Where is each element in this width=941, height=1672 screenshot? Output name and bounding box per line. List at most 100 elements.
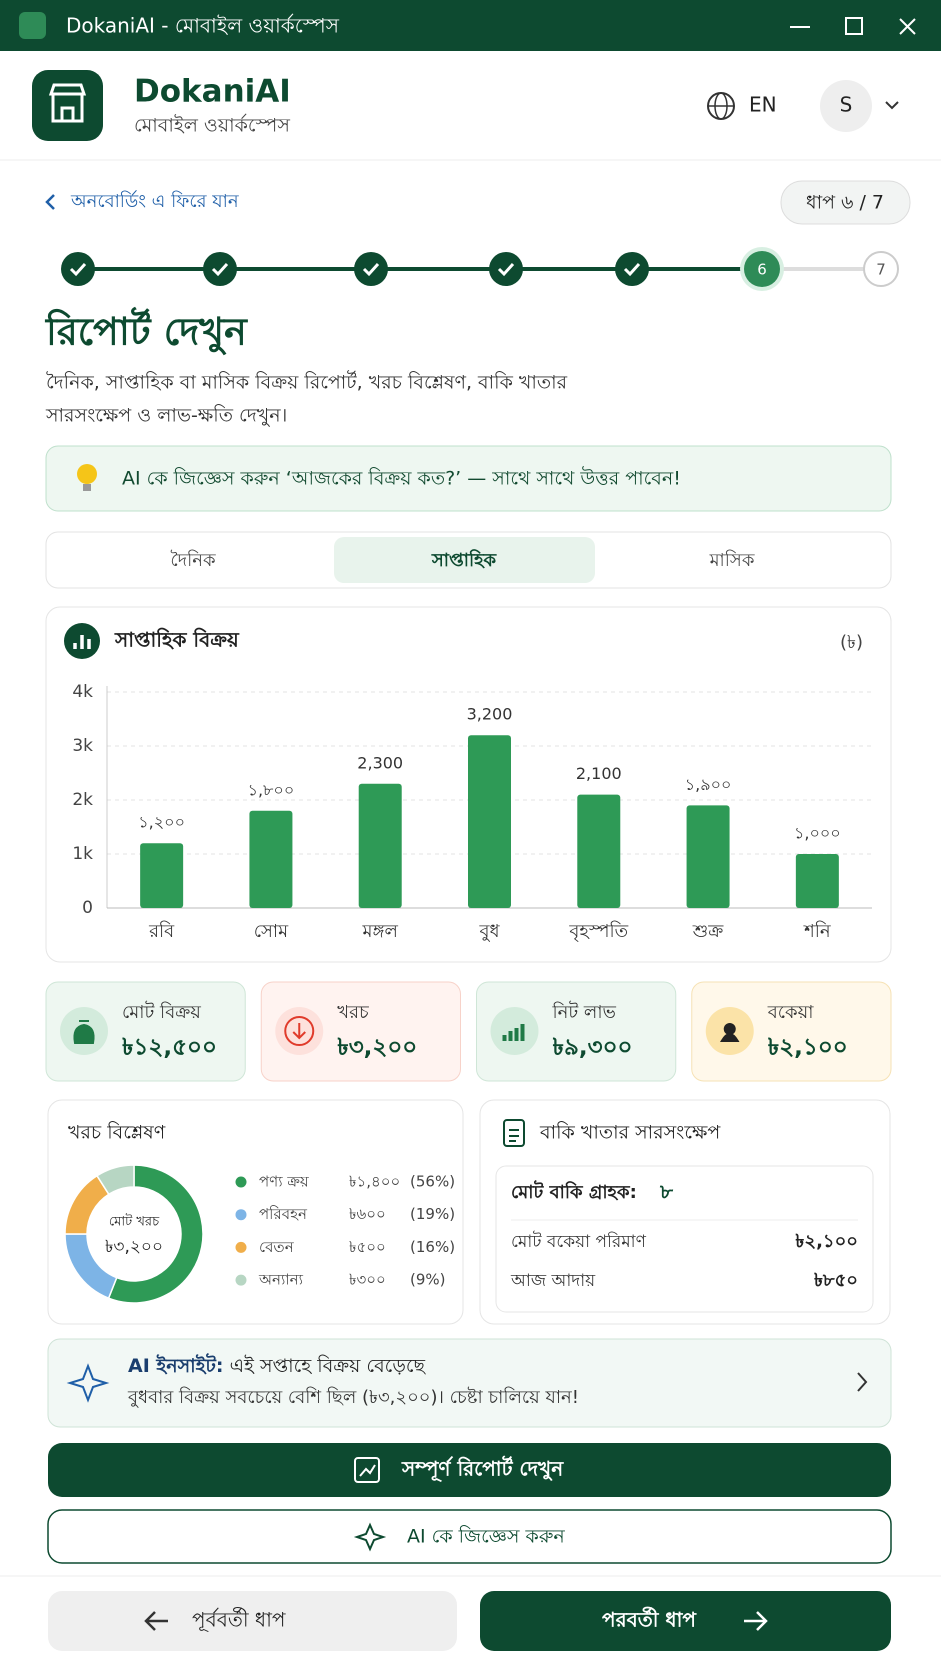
dues-title: বাকি খাতার সারসংক্ষেপ: [539, 1122, 721, 1144]
prev-button[interactable]: পূর্ববর্তী ধাপ: [48, 1591, 457, 1651]
insight-detail: বুধবার বিক্রয় সবচেয়ে বেশি ছিল (৳৩,২০০)…: [127, 1387, 579, 1408]
tab[interactable]: মাসিক: [709, 550, 755, 571]
bar: [140, 843, 184, 908]
button-bg: [48, 1591, 457, 1651]
legend-name: অন্যান্য: [258, 1271, 304, 1289]
back-text: অনবোর্ডিং এ ফিরে যান: [70, 190, 239, 212]
app-subtitle: মোবাইল ওয়ার্কস্পেস: [134, 114, 290, 137]
button-bg: [47, 1509, 892, 1564]
button-label: পূর্ববর্তী ধাপ: [192, 1608, 286, 1632]
x-tick-label: মঙ্গল: [362, 921, 399, 942]
x-tick-label: বৃহস্পতি: [568, 921, 628, 943]
clipboard-icon: [509, 1129, 519, 1142]
step-done: [354, 252, 388, 286]
stat-label: খরচ: [337, 1002, 369, 1023]
donut-center-label: মোট খরচ: [109, 1214, 160, 1230]
dues-row-label: মোট বকেয়া পরিমাণ: [511, 1231, 647, 1252]
profile-menu[interactable]: S: [820, 80, 899, 132]
title-bar: [0, 0, 941, 51]
stat-card: [691, 981, 892, 1082]
sparkle-icon: [353, 1522, 387, 1552]
stat-value: ৳১২,৫০০: [122, 1035, 217, 1061]
stat-icon-glyph: [720, 1023, 740, 1042]
check-icon: [211, 262, 229, 277]
back-link[interactable]: অনবোর্ডিং এ ফিরে যান: [45, 190, 239, 212]
chart-unit: (৳): [840, 632, 863, 653]
bar: [358, 783, 402, 908]
bar-value-label: ১,০০০: [794, 824, 841, 843]
x-tick-label: শুক্র: [692, 921, 724, 942]
close-button[interactable]: [899, 18, 916, 35]
dues-row-value: ৳২,১০০: [795, 1231, 858, 1252]
donut-center-value: ৳৩,২০০: [105, 1237, 163, 1257]
insight-box: [47, 1338, 892, 1428]
window-title: DokaniAI - মোবাইল ওয়ার্কস্পেস: [66, 14, 340, 38]
bar-value-label: 2,300: [357, 753, 403, 772]
dues-customers-label: মোট বাকি গ্রাহক:: [511, 1180, 637, 1203]
bulb-icon: [83, 484, 91, 491]
stat-icon-ring: [284, 1016, 315, 1046]
page-description: সারসংক্ষেপ ও লাভ-ক্ষতি দেখুন।: [45, 405, 287, 427]
stat-card: [45, 981, 246, 1082]
avatar-initial: S: [840, 93, 853, 117]
y-tick-label: 3k: [72, 736, 93, 756]
stat-label: মোট বিক্রয়: [122, 1001, 201, 1023]
insight-banner[interactable]: AI ইনসাইট: এই সপ্তাহে বিক্রয় বেড়েছে বু…: [47, 1338, 892, 1428]
app-logo: [32, 70, 103, 141]
dues-row-label: আজ আদায়: [510, 1271, 596, 1291]
insight-text: এই সপ্তাহে বিক্রয় বেড়েছে: [230, 1355, 427, 1377]
y-tick-label: 0: [82, 898, 93, 918]
clipboard-icon: [503, 1119, 525, 1147]
page-description: দৈনিক, সাপ্তাহিক বা মাসিক বিক্রয় রিপোর্…: [46, 371, 568, 394]
bar: [468, 735, 511, 908]
arrow-right: [744, 1611, 768, 1631]
stat-card: [260, 981, 461, 1082]
bar-value-label: ১,২০০: [138, 813, 185, 832]
y-tick-label: 2k: [72, 790, 93, 810]
step-done: [489, 252, 523, 286]
legend-dot: [235, 1241, 247, 1253]
legend-percent: (16%): [410, 1238, 455, 1256]
stat-label: বকেয়া: [767, 1002, 814, 1023]
stat-card: [476, 981, 677, 1082]
y-tick-label: 1k: [72, 844, 93, 864]
insight-label: AI ইনসাইট:: [128, 1353, 224, 1377]
page-title: রিপোর্ট দেখুন: [44, 307, 248, 357]
x-tick-label: বুধ: [478, 921, 500, 942]
button-bg: [480, 1591, 891, 1651]
legend-name: পণ্য ক্রয়: [259, 1173, 310, 1191]
report-icon: [359, 1464, 376, 1477]
stat-value: ৳৩,২০০: [337, 1035, 417, 1061]
insight-line: AI ইনসাইট: এই সপ্তাহে বিক্রয় বেড়েছে: [128, 1353, 427, 1377]
back-icon: [45, 194, 55, 210]
bar: [686, 805, 730, 908]
ask-ai-button[interactable]: AI কে জিজ্ঞেস করুন: [47, 1509, 892, 1564]
dues-box: [495, 1165, 874, 1313]
next-button[interactable]: পরবর্তী ধাপ: [480, 1591, 891, 1651]
legend-amount: ৳৬০০: [349, 1205, 386, 1223]
chevron-down: [885, 101, 899, 110]
step-number: 6: [757, 261, 767, 279]
step-current: [744, 251, 780, 287]
maximize-button[interactable]: [845, 17, 863, 35]
arrow-left: [144, 1611, 168, 1631]
tip-box: [45, 445, 892, 512]
legend-dot: [235, 1274, 247, 1286]
tab[interactable]: সাপ্তাহিক: [431, 549, 498, 571]
step-indicator: ধাপ ৬ / 7: [806, 192, 884, 214]
full-report-button[interactable]: সম্পূর্ণ রিপোর্ট দেখুন: [48, 1443, 891, 1497]
tip-text: AI কে জিজ্ঞেস করুন ‘আজকের বিক্রয় কত?’ —…: [122, 467, 681, 490]
check-icon: [497, 262, 515, 277]
language-switch[interactable]: EN: [707, 92, 777, 120]
step-number: 7: [876, 261, 886, 279]
stat-icon-glyph: [292, 1023, 306, 1040]
tab[interactable]: দৈনিক: [170, 550, 216, 571]
bar-value-label: ১,৮০০: [248, 780, 295, 799]
legend-amount: ৳৫০০: [349, 1238, 386, 1256]
dues-customers-value: ৮: [659, 1180, 674, 1204]
bar: [577, 794, 621, 908]
app-name: DokaniAI: [134, 74, 291, 110]
language-label: EN: [749, 93, 777, 117]
button-label: সম্পূর্ণ রিপোর্ট দেখুন: [401, 1456, 564, 1483]
step-done: [615, 252, 649, 286]
